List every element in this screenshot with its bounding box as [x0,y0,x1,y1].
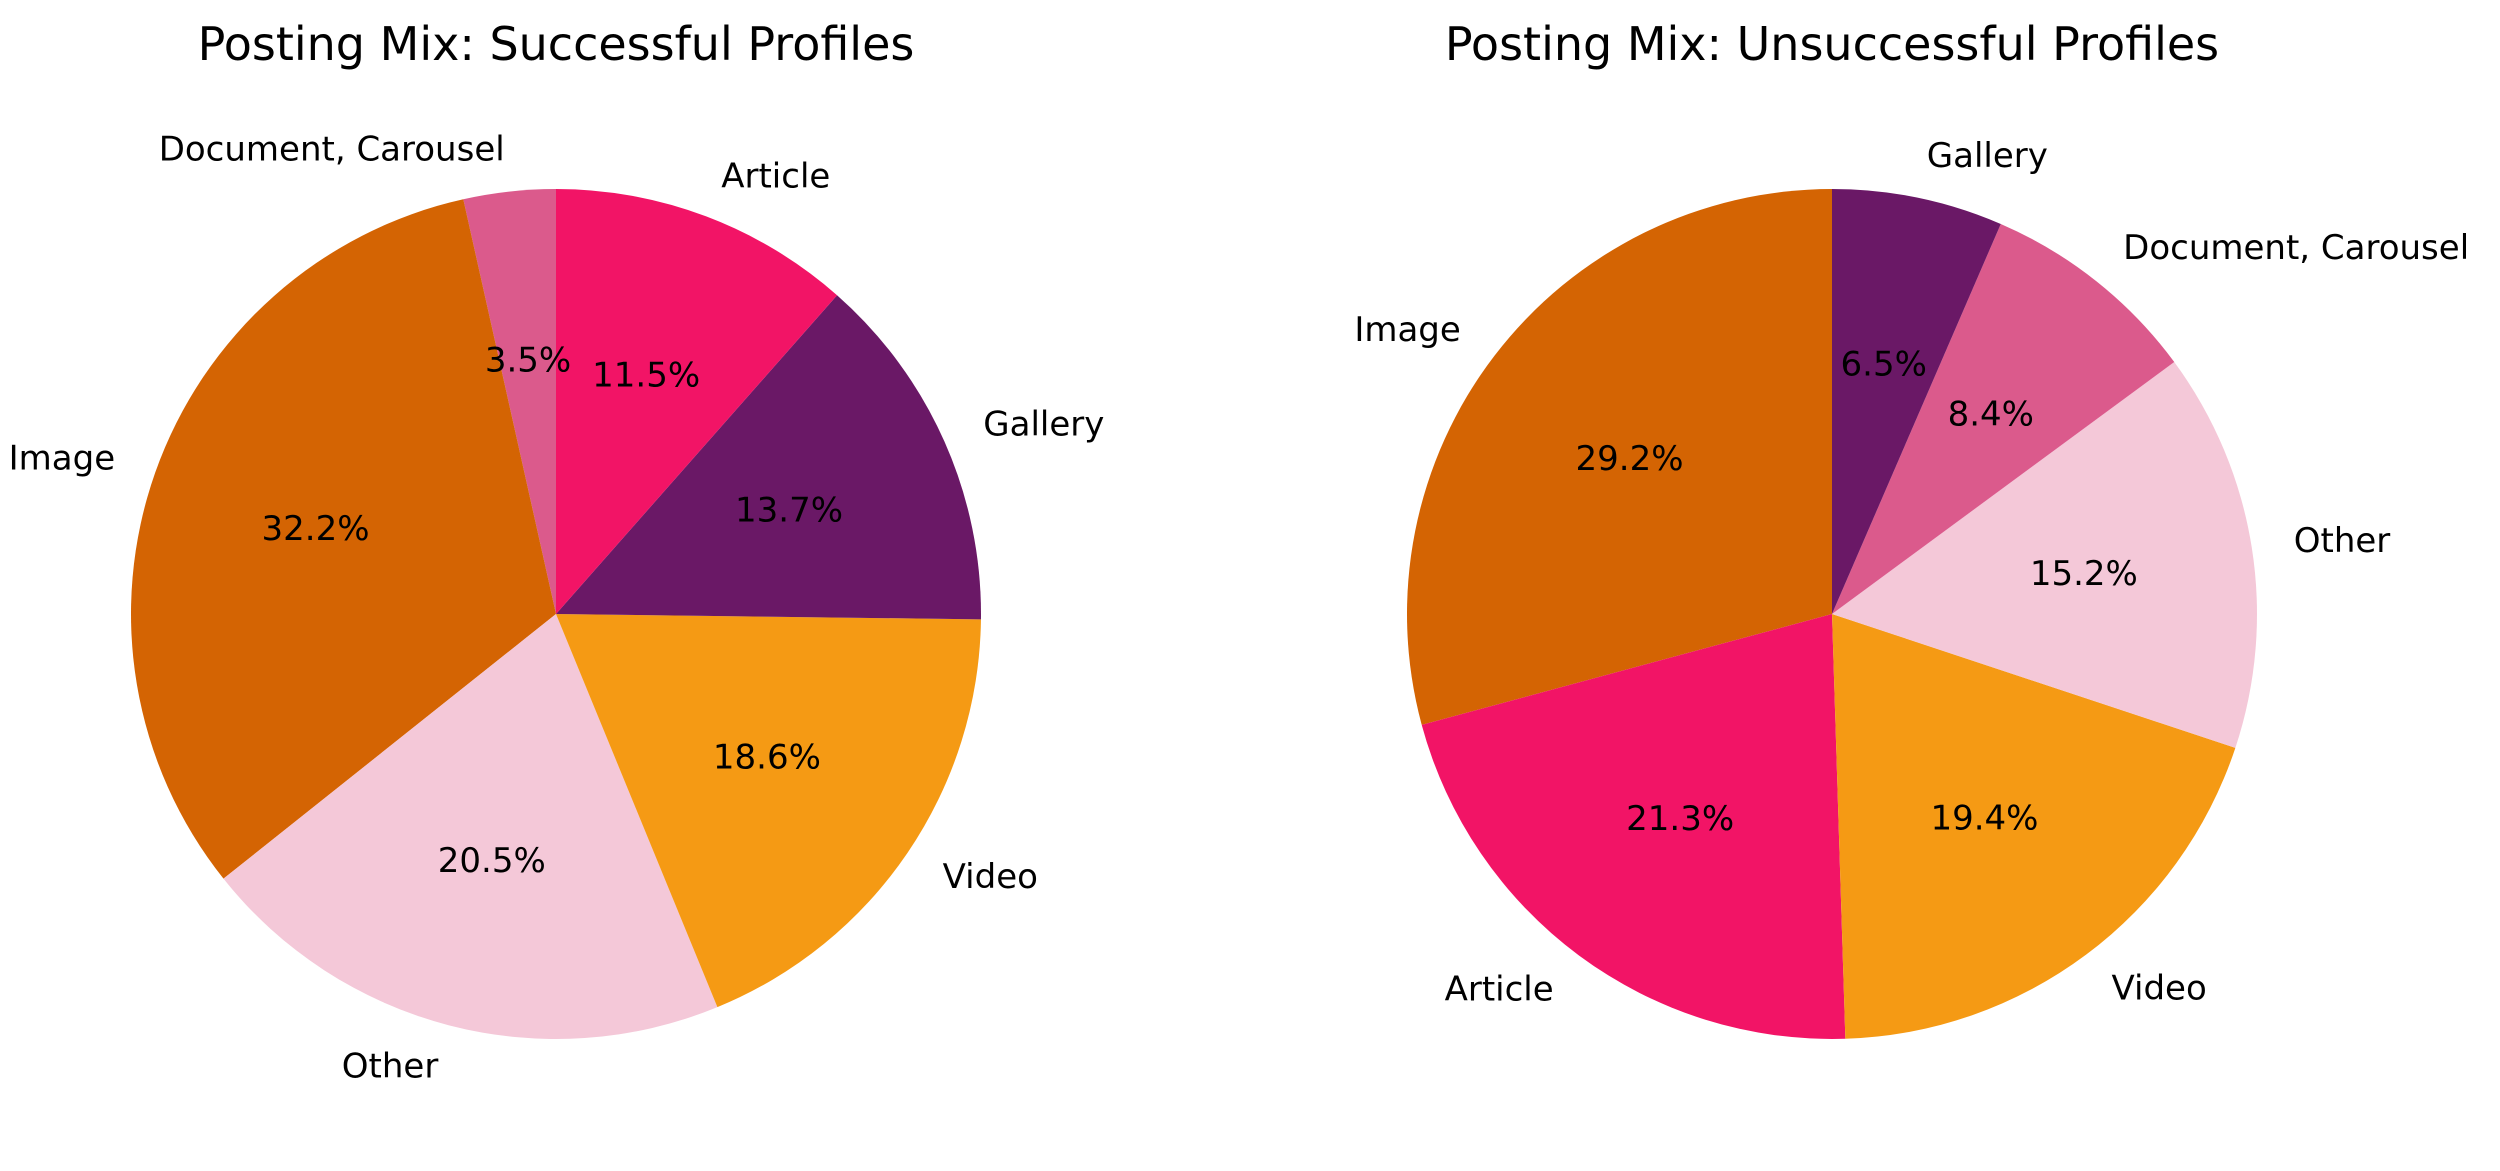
category-label-unsuccessful-document-carousel: Document, Carousel [2123,228,2469,268]
category-label-successful-image: Image [9,438,115,478]
pct-label-unsuccessful-other: 15.2% [2030,554,2138,594]
slice-unsuccessful-article [1421,614,1846,1039]
slices-unsuccessful [1407,189,2257,1039]
category-label-unsuccessful-video: Video [2112,969,2207,1009]
slices-successful [131,189,981,1039]
category-label-unsuccessful-image: Image [1354,310,1460,350]
slice-successful-other [223,614,718,1039]
slice-successful-gallery [556,295,981,620]
pie-chart-successful: Posting Mix: Successful Profiles 3.5% Doc… [9,17,1105,1086]
category-label-unsuccessful-other: Other [2294,521,2391,561]
category-label-unsuccessful-article: Article [1445,970,1554,1010]
chart-title-unsuccessful: Posting Mix: Unsuccessful Profiles [1445,17,2219,71]
pct-label-unsuccessful-document-carousel: 8.4% [1948,394,2034,434]
pct-label-successful-gallery: 13.7% [735,491,843,531]
pct-label-successful-video: 18.6% [713,737,821,777]
category-label-successful-gallery: Gallery [983,404,1104,444]
category-label-successful-video: Video [943,857,1038,897]
slice-unsuccessful-gallery [1832,189,2001,614]
pct-label-successful-document-carousel: 3.5% [485,341,571,381]
pct-label-successful-other: 20.5% [438,841,546,881]
slice-unsuccessful-image [1407,189,1832,725]
slice-successful-document-carousel [463,189,556,614]
slice-successful-article [556,189,838,614]
slice-successful-image [131,199,556,879]
chart-title-successful: Posting Mix: Successful Profiles [198,17,915,71]
pct-label-successful-image: 32.2% [262,509,370,549]
slice-unsuccessful-video [1832,614,2236,1039]
category-label-successful-document-carousel: Document, Carousel [159,129,505,169]
slice-unsuccessful-other [1832,362,2257,748]
category-label-unsuccessful-gallery: Gallery [1927,136,2048,176]
pct-label-unsuccessful-video: 19.4% [1930,798,2038,838]
slice-unsuccessful-document-carousel [1832,223,2175,614]
slice-successful-video [556,614,981,1008]
category-label-successful-other: Other [342,1046,439,1086]
pct-label-unsuccessful-image: 29.2% [1576,439,1684,479]
category-label-successful-article: Article [721,157,830,197]
labels-unsuccessful: 29.2% Image 21.3% Article 19.4% Video 15.2% Oth… [1354,136,2469,1009]
labels-successful: 3.5% Document, Carousel 32.2% Image 20.5% Oth… [9,129,1105,1086]
pct-label-unsuccessful-gallery: 6.5% [1841,344,1927,384]
pct-label-successful-article: 11.5% [592,355,700,395]
pie-chart-unsuccessful: Posting Mix: Unsuccessful Profiles 29.2%… [1354,17,2469,1039]
pct-label-unsuccessful-article: 21.3% [1626,799,1734,839]
